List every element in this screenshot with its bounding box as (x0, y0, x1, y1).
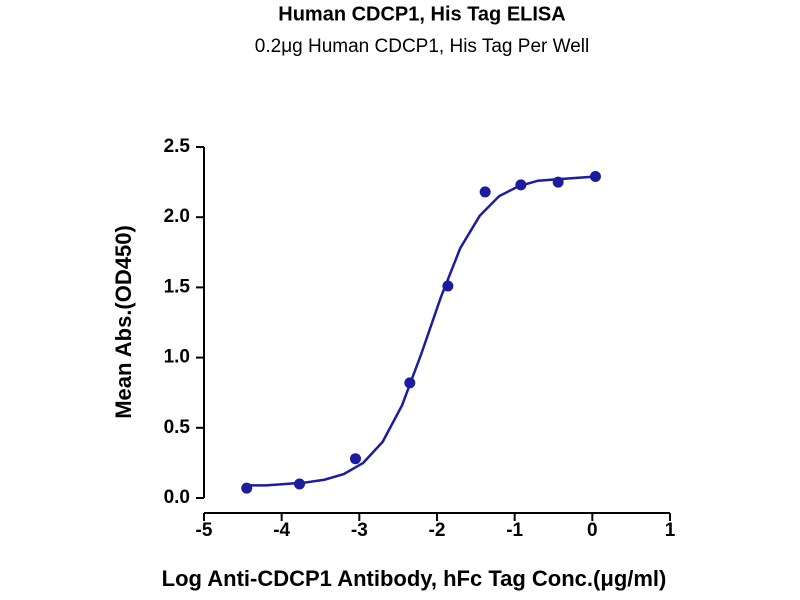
y-tick-label: 0.0 (164, 487, 190, 508)
data-point (479, 186, 491, 198)
x-tick-label: -4 (273, 520, 290, 541)
data-point (349, 453, 361, 465)
x-tick-label: 0 (587, 520, 598, 541)
y-tick-label: 1.5 (164, 276, 191, 297)
y-axis-label: Mean Abs.(OD450) (111, 225, 136, 419)
x-tick-label: -5 (196, 520, 213, 541)
y-tick-label: 0.5 (164, 417, 191, 438)
x-axis-label: Log Anti-CDCP1 Antibody, hFc Tag Conc.(μ… (162, 566, 667, 591)
x-tick-label: -2 (429, 520, 446, 541)
fit-curve (246, 175, 597, 487)
chart-subtitle: 0.2μg Human CDCP1, His Tag Per Well (255, 36, 589, 57)
x-tick-label: -1 (506, 520, 523, 541)
x-tick-label: -3 (351, 520, 368, 541)
chart-title: Human CDCP1, His Tag ELISA (278, 3, 565, 25)
y-tick-label: 2.5 (164, 136, 191, 157)
y-tick-label: 1.0 (164, 347, 190, 368)
x-tick-label: 1 (665, 520, 676, 541)
y-tick-label: 2.0 (164, 206, 190, 227)
